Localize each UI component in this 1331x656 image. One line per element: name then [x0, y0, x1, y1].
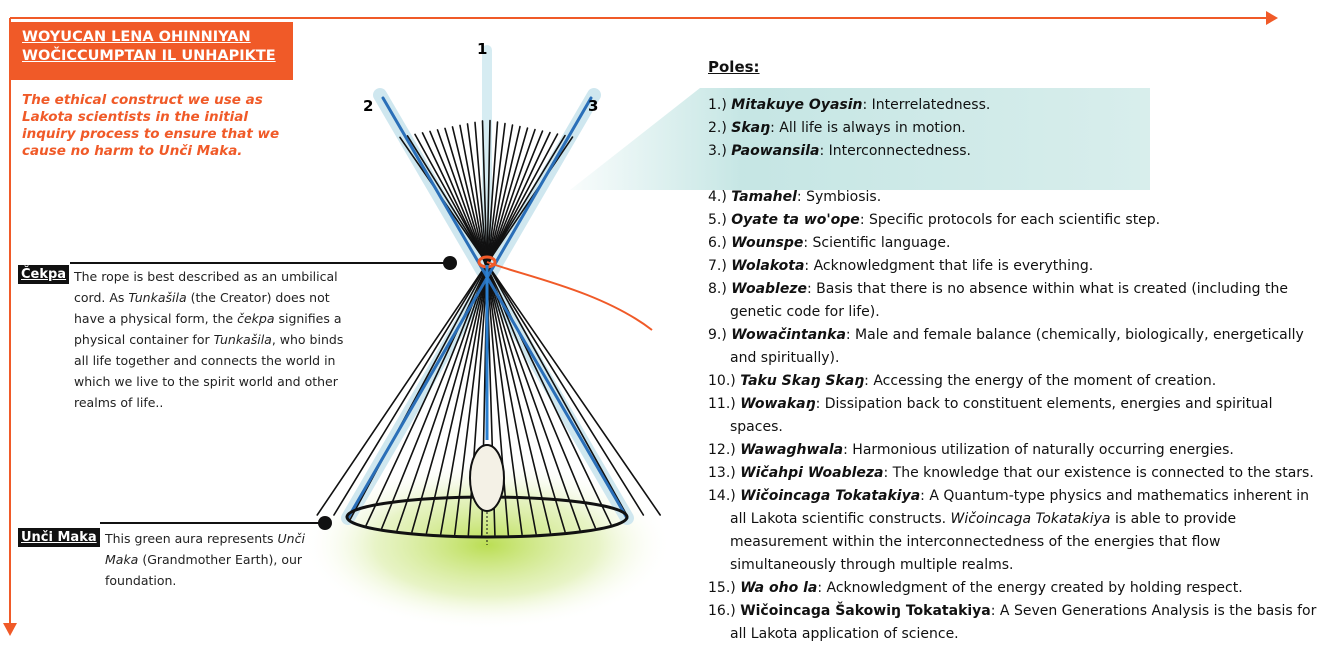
text-part: : Basis that there is no absence within … — [730, 281, 1288, 320]
text-part: Wičoincaga Tokatakiya — [951, 511, 1111, 527]
arrowhead — [1266, 11, 1278, 25]
arrowhead — [3, 623, 17, 636]
infographic: WOYUCAN LENA OHINNIYAN WOČICCUMPTAN IL U… — [0, 0, 1331, 656]
text-part: : Acknowledgment that life is everything… — [804, 258, 1093, 274]
poles-list: Poles: 1.) Mitakuye Oyasin: Interrelated… — [708, 58, 1323, 646]
pole-label: 1 — [477, 40, 487, 58]
item-term: Paowansila — [731, 143, 819, 159]
item-term: Woableze — [731, 281, 807, 297]
text-part: : Accessing the energy of the moment of … — [864, 373, 1216, 389]
item-number: 15.) — [708, 580, 736, 596]
item-number: 7.) — [708, 258, 727, 274]
item-number: 11.) — [708, 396, 736, 412]
annotation-label: Unči Maka — [18, 528, 100, 547]
pole-item: 1.) Mitakuye Oyasin: Interrelatedness. — [708, 94, 1323, 117]
item-number: 5.) — [708, 212, 727, 228]
pole-item: 8.) Woableze: Basis that there is no abs… — [708, 278, 1323, 324]
item-term: Skaŋ — [731, 120, 770, 136]
text-part: This green aura represents — [105, 531, 278, 546]
header: WOYUCAN LENA OHINNIYAN WOČICCUMPTAN IL U… — [10, 22, 293, 80]
pole — [348, 98, 591, 518]
item-number: 6.) — [708, 235, 727, 251]
item-number: 3.) — [708, 143, 727, 159]
item-term: Oyate ta wo'ope — [731, 212, 860, 228]
pole — [383, 98, 627, 518]
pole-label: 2 — [363, 97, 373, 115]
pole-item: 2.) Skaŋ: All life is always in motion. — [708, 117, 1323, 140]
pointer-dot — [318, 516, 332, 530]
item-number: 1.) — [708, 97, 727, 113]
item-number: 13.) — [708, 465, 736, 481]
text-part: Tunkašila — [214, 332, 272, 347]
pole-item: 6.) Wounspe: Scientific language. — [708, 232, 1323, 255]
item-term: Wičahpi Woableza — [740, 465, 883, 481]
text-part: : All life is always in motion. — [770, 120, 966, 136]
pole-item: 12.) Wawaghwala: Harmonious utilization … — [708, 439, 1323, 462]
item-term: Wounspe — [731, 235, 803, 251]
pole-item: 9.) Wowačintanka: Male and female balanc… — [708, 324, 1323, 370]
items: 1.) Mitakuye Oyasin: Interrelatedness.2.… — [708, 94, 1323, 646]
item-term: Wowakaŋ — [740, 396, 815, 412]
text-part: : Interrelatedness. — [863, 97, 991, 113]
annotation-text: The rope is best described as an umbilic… — [74, 266, 346, 413]
pointer-dot — [443, 256, 457, 270]
item-number: 4.) — [708, 189, 727, 205]
subtitle: The ethical construct we use as Lakota s… — [22, 92, 282, 160]
spacer — [708, 163, 1323, 186]
item-number: 16.) — [708, 603, 736, 619]
pole — [415, 134, 627, 515]
item-number: 12.) — [708, 442, 736, 458]
item-number: 14.) — [708, 488, 736, 504]
text-part: : Symbiosis. — [797, 189, 881, 205]
pole-item: 10.) Taku Skaŋ Skaŋ: Accessing the energ… — [708, 370, 1323, 393]
item-term: Tamahel — [731, 189, 797, 205]
item-term: Taku Skaŋ Skaŋ — [740, 373, 864, 389]
pole-item: 7.) Wolakota: Acknowledgment that life i… — [708, 255, 1323, 278]
item-number: 8.) — [708, 281, 727, 297]
text-part: : Acknowledgment of the energy created b… — [817, 580, 1242, 596]
egg — [470, 445, 504, 511]
text-part: Tunkašila — [128, 290, 186, 305]
item-number: 2.) — [708, 120, 727, 136]
pole-item: 16.) Wičoincaga Šakowiŋ Tokatakiya: A Se… — [708, 600, 1323, 646]
text-part: : The knowledge that our existence is co… — [884, 465, 1314, 481]
item-term: Mitakuye Oyasin — [731, 97, 862, 113]
item-term: Wawaghwala — [740, 442, 843, 458]
pole-item: 3.) Paowansila: Interconnectedness. — [708, 140, 1323, 163]
pole-label: 3 — [588, 97, 598, 115]
item-number: 9.) — [708, 327, 727, 343]
pole-item: 13.) Wičahpi Woableza: The knowledge tha… — [708, 462, 1323, 485]
annotation-label: Čekpa — [18, 265, 69, 284]
title-line: WOYUCAN LENA OHINNIYAN — [22, 28, 293, 47]
text-part: : Interconnectedness. — [819, 143, 971, 159]
poles-heading: Poles: — [708, 58, 1323, 76]
item-term: Wičoincaga Šakowiŋ Tokatakiya — [740, 603, 991, 619]
pole-item: 11.) Wowakaŋ: Dissipation back to consti… — [708, 393, 1323, 439]
text-part: : Specific protocols for each scientific… — [860, 212, 1160, 228]
pole-item: 15.) Wa oho la: Acknowledgment of the en… — [708, 577, 1323, 600]
text-part: čekpa — [237, 311, 274, 326]
item-term: Wa oho la — [740, 580, 817, 596]
title-line: WOČICCUMPTAN IL UNHAPIKTE — [22, 47, 293, 66]
item-term: Wičoincaga Tokatakiya — [740, 488, 920, 504]
item-number: 10.) — [708, 373, 736, 389]
pole-item: 4.) Tamahel: Symbiosis. — [708, 186, 1323, 209]
text-part: : Scientific language. — [803, 235, 950, 251]
pole-item: 5.) Oyate ta wo'ope: Specific protocols … — [708, 209, 1323, 232]
item-term: Wowačintanka — [731, 327, 846, 343]
item-term: Wolakota — [731, 258, 804, 274]
annotation-text: This green aura represents Unči Maka (Gr… — [105, 528, 310, 591]
pole-item: 14.) Wičoincaga Tokatakiya: A Quantum-ty… — [708, 485, 1323, 577]
text-part: : Harmonious utilization of naturally oc… — [843, 442, 1234, 458]
